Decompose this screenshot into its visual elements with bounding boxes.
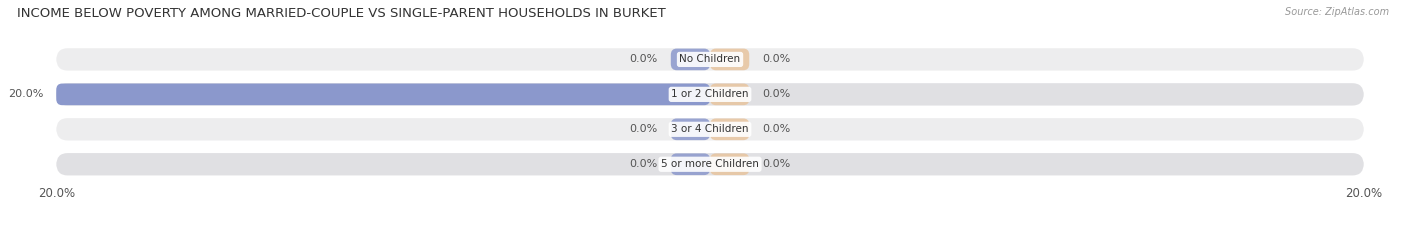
FancyBboxPatch shape <box>710 154 749 175</box>
Text: 0.0%: 0.0% <box>762 159 790 169</box>
FancyBboxPatch shape <box>710 49 749 70</box>
FancyBboxPatch shape <box>56 48 1364 71</box>
FancyBboxPatch shape <box>56 118 1364 140</box>
FancyBboxPatch shape <box>671 154 710 175</box>
FancyBboxPatch shape <box>56 83 1364 106</box>
Text: 0.0%: 0.0% <box>630 124 658 134</box>
FancyBboxPatch shape <box>671 49 710 70</box>
Text: 0.0%: 0.0% <box>762 124 790 134</box>
Text: INCOME BELOW POVERTY AMONG MARRIED-COUPLE VS SINGLE-PARENT HOUSEHOLDS IN BURKET: INCOME BELOW POVERTY AMONG MARRIED-COUPL… <box>17 7 665 20</box>
Text: 0.0%: 0.0% <box>762 89 790 99</box>
Text: 5 or more Children: 5 or more Children <box>661 159 759 169</box>
Text: Source: ZipAtlas.com: Source: ZipAtlas.com <box>1285 7 1389 17</box>
Text: 1 or 2 Children: 1 or 2 Children <box>671 89 749 99</box>
Text: 20.0%: 20.0% <box>8 89 44 99</box>
Text: No Children: No Children <box>679 55 741 64</box>
FancyBboxPatch shape <box>671 118 710 140</box>
FancyBboxPatch shape <box>56 84 710 105</box>
Text: 3 or 4 Children: 3 or 4 Children <box>671 124 749 134</box>
Text: 0.0%: 0.0% <box>630 55 658 64</box>
Text: 0.0%: 0.0% <box>762 55 790 64</box>
Text: 0.0%: 0.0% <box>630 159 658 169</box>
FancyBboxPatch shape <box>56 153 1364 175</box>
FancyBboxPatch shape <box>710 118 749 140</box>
FancyBboxPatch shape <box>710 84 749 105</box>
